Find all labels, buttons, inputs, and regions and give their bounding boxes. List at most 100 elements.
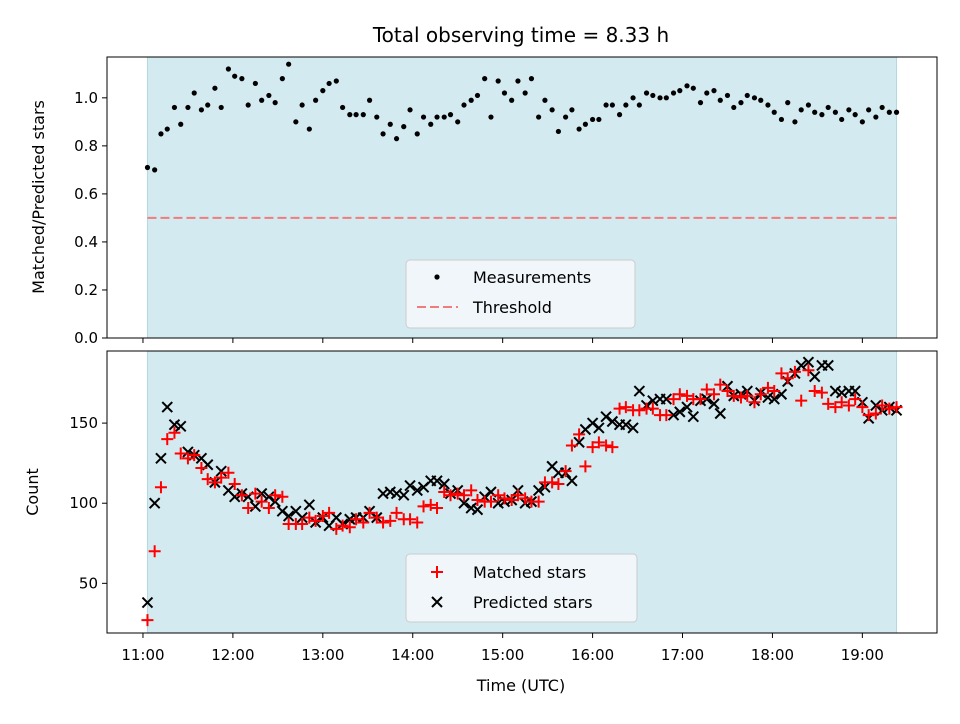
predicted-star-point bbox=[714, 407, 726, 420]
matched-star-point bbox=[592, 436, 605, 449]
matched-star-point bbox=[330, 522, 343, 535]
measurement-point bbox=[347, 112, 353, 118]
matched-star-point bbox=[565, 439, 578, 452]
panel-ratio: 0.0 0.2 0.4 0.6 0.8 1.0 Matched/Predicted sta… bbox=[29, 56, 938, 347]
x-tick-label: 18:00 bbox=[751, 646, 794, 664]
matched-star-point bbox=[181, 452, 194, 465]
y-tick-label: 0.8 bbox=[74, 137, 98, 155]
predicted-star-point bbox=[808, 370, 821, 383]
matched-star-point bbox=[417, 500, 430, 513]
predicted-star-point bbox=[593, 422, 605, 434]
measurement-point bbox=[272, 100, 278, 106]
measurement-point bbox=[340, 104, 346, 111]
measurement-point bbox=[455, 119, 461, 125]
measurement-point bbox=[569, 107, 575, 113]
matched-star-point bbox=[660, 409, 673, 422]
matched-star-point bbox=[646, 402, 659, 415]
measurement-point bbox=[879, 104, 885, 111]
matched-star-point bbox=[781, 372, 794, 385]
legend-top: Measurements Threshold bbox=[405, 259, 636, 329]
matched-star-point bbox=[835, 396, 848, 409]
measurement-point bbox=[299, 102, 305, 108]
measurement-point bbox=[677, 88, 683, 94]
matched-star-point bbox=[276, 490, 289, 503]
matched-star-point bbox=[829, 401, 842, 414]
matched-star-point bbox=[357, 516, 370, 529]
measurement-point bbox=[609, 102, 615, 108]
predicted-star-point bbox=[249, 500, 262, 513]
matched-star-point bbox=[714, 378, 727, 391]
matched-star-point bbox=[377, 516, 390, 529]
measurement-point bbox=[420, 114, 427, 120]
y-tick-label: 50 bbox=[79, 574, 98, 592]
legend-threshold-label: Threshold bbox=[472, 298, 552, 317]
measurement-point bbox=[731, 104, 737, 111]
matched-star-point bbox=[795, 394, 808, 407]
measurement-point bbox=[657, 95, 663, 101]
measurement-point bbox=[488, 114, 494, 120]
measurement-point bbox=[852, 112, 858, 118]
measurement-point bbox=[643, 90, 650, 96]
x-tick-label: 16:00 bbox=[571, 646, 614, 664]
y-tick-label: 100 bbox=[69, 494, 98, 512]
measurement-point bbox=[697, 100, 704, 106]
measurement-point bbox=[724, 92, 731, 99]
x-tick-label: 17:00 bbox=[661, 646, 704, 664]
legend-bottom: Matched stars Predicted stars bbox=[405, 553, 638, 623]
matched-star-point bbox=[438, 486, 451, 498]
matched-star-point bbox=[519, 492, 532, 505]
measurements-series bbox=[144, 61, 900, 173]
matched-star-point bbox=[849, 393, 862, 406]
predicted-star-point bbox=[398, 489, 410, 501]
predicted-star-point bbox=[276, 505, 289, 517]
x-tick-label: 12:00 bbox=[211, 646, 254, 664]
measurement-point bbox=[360, 112, 366, 118]
matched-star-point bbox=[451, 487, 464, 500]
measurement-point bbox=[738, 100, 744, 106]
measurement-point bbox=[320, 88, 326, 94]
matched-star-point bbox=[579, 460, 592, 473]
measurement-point bbox=[515, 78, 521, 84]
measurement-point bbox=[191, 90, 197, 96]
matched-star-point bbox=[802, 364, 815, 377]
matched-star-point bbox=[532, 495, 545, 508]
measurement-point bbox=[205, 102, 211, 108]
matched-star-point bbox=[201, 473, 214, 486]
matched-star-point bbox=[546, 476, 559, 489]
legend-matched-marker bbox=[431, 566, 443, 578]
predicted-star-point bbox=[263, 491, 275, 503]
measurement-point bbox=[407, 107, 413, 113]
measurement-point bbox=[218, 104, 224, 111]
measurement-point bbox=[886, 109, 892, 115]
matched-star-point bbox=[404, 513, 417, 526]
matched-star-point bbox=[235, 489, 248, 502]
measurement-point bbox=[528, 76, 535, 82]
matched-star-point bbox=[883, 402, 896, 415]
panel-ratio-ylabel: Matched/Predicted stars bbox=[29, 100, 48, 294]
measurement-point bbox=[711, 88, 717, 94]
measurement-point bbox=[366, 97, 373, 103]
measurement-point bbox=[447, 112, 454, 118]
matched-star-point bbox=[606, 441, 619, 454]
matched-star-point bbox=[633, 404, 646, 417]
measurement-point bbox=[839, 116, 845, 123]
matched-star-point bbox=[384, 514, 397, 527]
matched-star-point bbox=[667, 393, 680, 406]
y-tick-label: 0.6 bbox=[74, 185, 98, 203]
matched-star-point bbox=[754, 388, 767, 401]
matched-star-point bbox=[586, 441, 599, 454]
matched-star-point bbox=[303, 511, 316, 524]
measurement-point bbox=[751, 95, 758, 101]
predicted-star-point bbox=[681, 401, 693, 413]
measurement-point bbox=[582, 121, 588, 127]
measurement-point bbox=[428, 121, 434, 127]
predicted-star-point bbox=[802, 356, 815, 368]
measurement-point bbox=[630, 95, 636, 101]
matched-star-point bbox=[498, 492, 511, 505]
y-tick-label: 0.2 bbox=[74, 281, 98, 299]
measurement-point bbox=[501, 90, 508, 96]
measurement-point bbox=[313, 97, 319, 103]
measurement-point bbox=[461, 102, 467, 108]
measurement-point bbox=[225, 66, 231, 72]
